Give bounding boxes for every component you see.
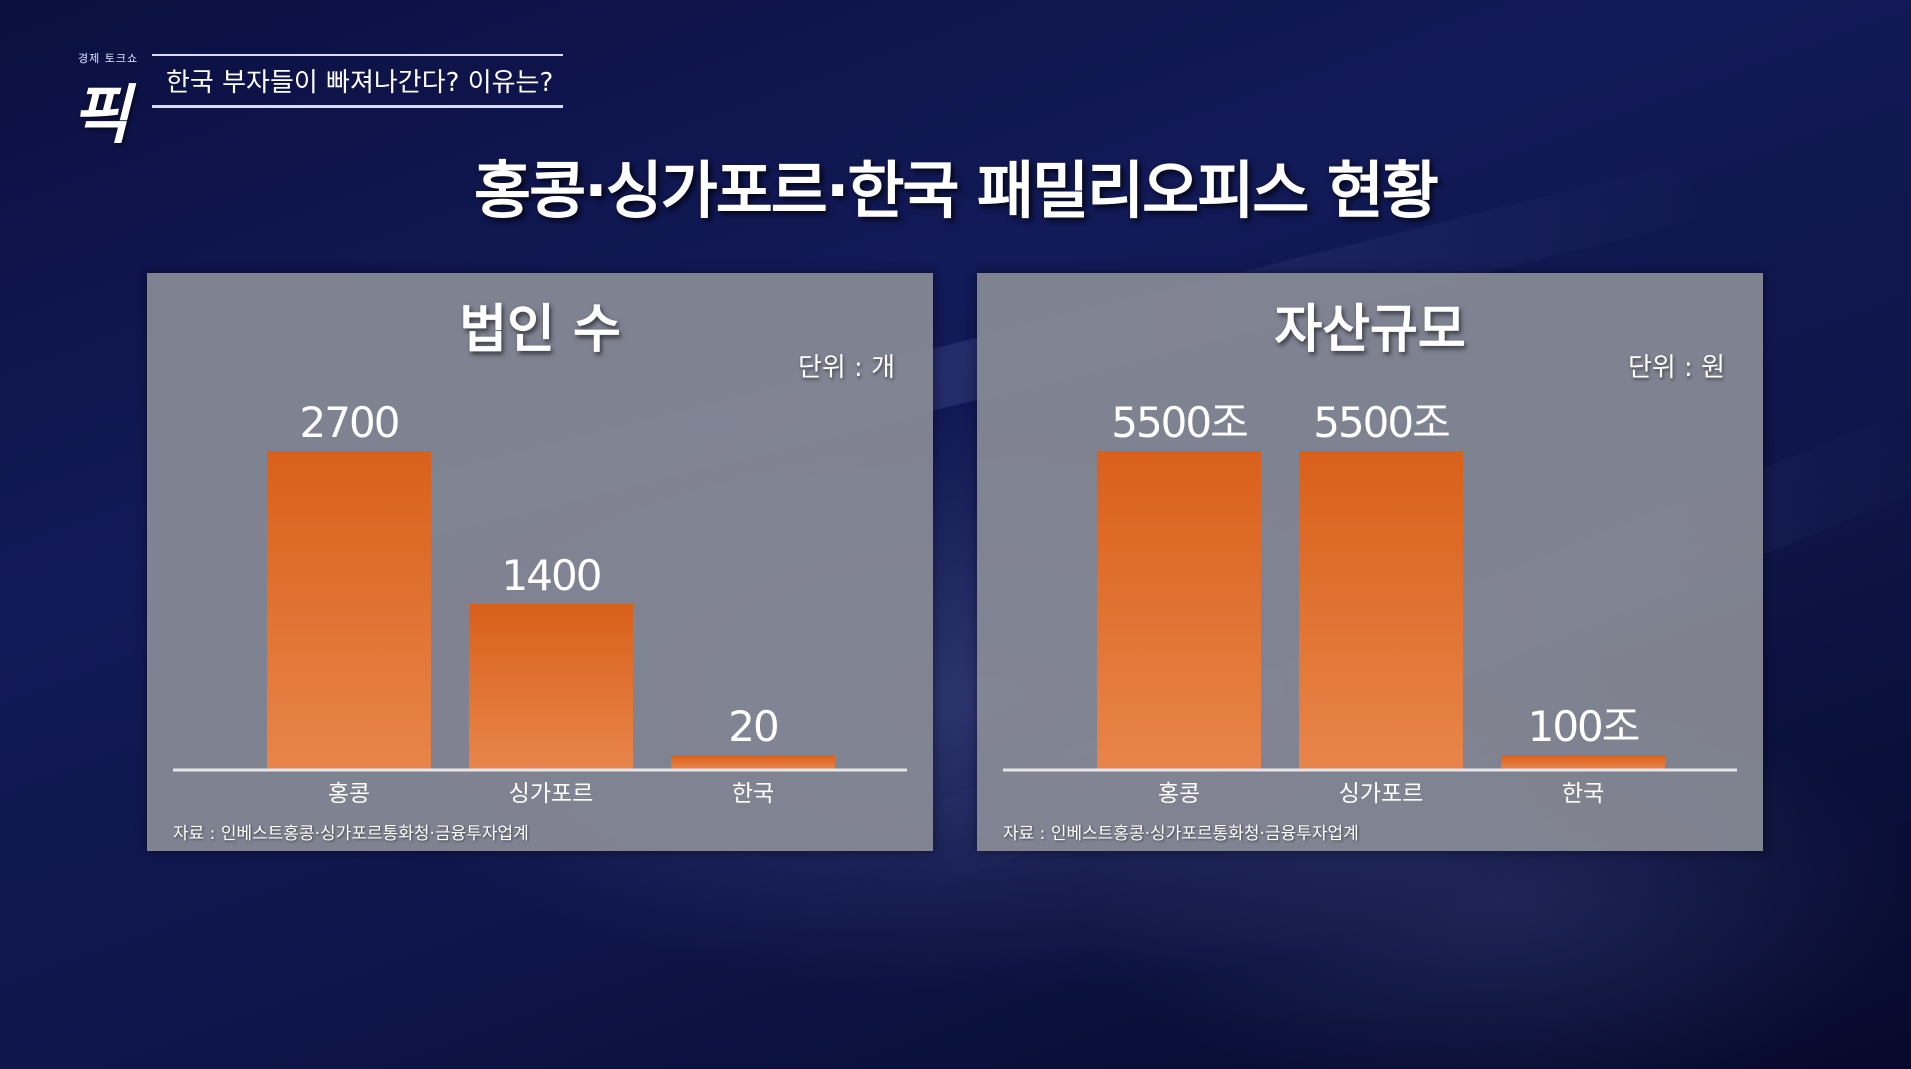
page-title: 홍콩·싱가포르·한국 패밀리오피스 현황 [474,154,1439,227]
bar [671,755,835,769]
bar [1097,451,1261,769]
data-label: 2700 [300,398,399,447]
bar-chart-corporations: 2700 홍콩 1400 싱가포르 20 한국 [173,398,907,807]
bar [267,451,431,769]
unit-label: 단위 : 원 [1627,353,1725,383]
category-label: 싱가포르 [509,781,594,807]
category-label: 홍콩 [328,781,370,807]
data-label: 5500조 [1313,398,1449,447]
data-label: 1400 [502,551,601,600]
unit-label: 단위 : 개 [797,353,895,383]
bar [1501,755,1665,769]
category-label: 싱가포르 [1339,781,1424,807]
headline-text: 한국 부자들이 빠져나간다? 이유는? [166,68,554,98]
category-label: 한국 [1562,781,1604,807]
source-note: 자료 : 인베스트홍콩·싱가포르통화청·금융투자업계 [173,824,529,844]
category-label: 홍콩 [1158,781,1200,807]
chart-title: 자산규모 [1274,300,1466,360]
logo-caption: 경제 토크쇼 [78,52,139,65]
bar [469,604,633,769]
data-label: 20 [728,702,777,751]
source-note: 자료 : 인베스트홍콩·싱가포르통화청·금융투자업계 [1003,824,1359,844]
data-label: 100조 [1528,702,1639,751]
category-label: 한국 [732,781,774,807]
bar [1299,451,1463,769]
headline-banner: 한국 부자들이 빠져나간다? 이유는? [152,54,564,108]
data-label: 5500조 [1111,398,1247,447]
chart-title: 법인 수 [459,300,621,360]
chart-panel-corporations: 법인 수 단위 : 개 2700 홍콩 1400 싱가포르 20 한국 자료 : 인베스트… [147,273,933,851]
